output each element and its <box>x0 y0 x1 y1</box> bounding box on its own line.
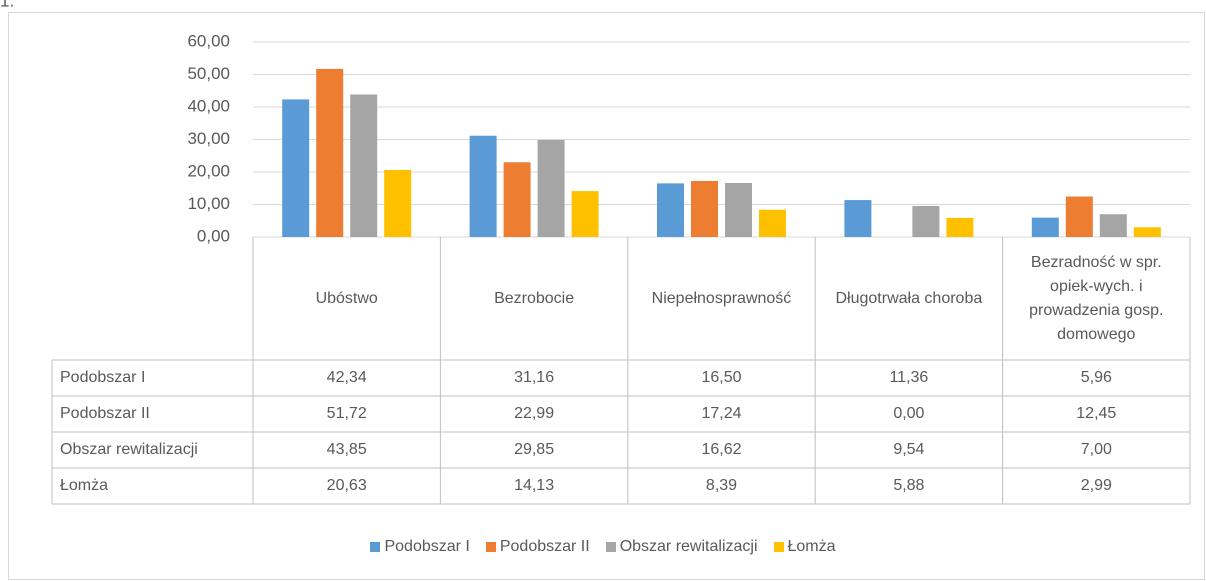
bar <box>1065 196 1093 237</box>
row-header: Obszar rewitalizacji <box>60 441 198 458</box>
bar <box>571 191 599 237</box>
bar <box>912 205 940 237</box>
category-label: Bezradność w spr. opiek-wych. i prowadze… <box>1029 253 1164 343</box>
bar <box>282 99 310 238</box>
page-label: 1. <box>0 0 14 10</box>
table-value: 16,62 <box>701 441 742 458</box>
bar <box>657 183 684 237</box>
bar <box>691 180 718 237</box>
table-value: 43,85 <box>326 441 367 458</box>
legend-label: Łomża <box>787 538 836 555</box>
legend-swatch <box>370 542 381 552</box>
category-label: Długotrwała choroba <box>835 289 983 307</box>
legend-item: Podobszar II <box>485 538 590 556</box>
legend-swatch <box>485 542 496 552</box>
table-value: 42,34 <box>326 369 367 386</box>
bar <box>1031 217 1059 237</box>
table-value: 17,24 <box>701 405 742 422</box>
category-label: Niepełnosprawność <box>651 289 792 307</box>
table-value: 20,63 <box>326 477 367 494</box>
bar <box>1133 227 1161 237</box>
y-tick-label: 0,00 <box>197 226 230 245</box>
bar <box>537 139 565 237</box>
table-value: 14,13 <box>514 477 555 494</box>
table-value: 11,36 <box>889 369 929 386</box>
table-value: 2,99 <box>1080 477 1112 494</box>
row-header: Podobszar II <box>60 405 150 422</box>
legend-label: Podobszar II <box>499 538 590 555</box>
chart-border <box>8 12 1205 580</box>
table-value: 9,54 <box>893 441 925 458</box>
table-value: 29,85 <box>514 441 555 458</box>
bar <box>759 209 786 237</box>
table-value: 22,99 <box>514 405 555 422</box>
bar <box>844 200 872 237</box>
legend-item: Łomża <box>773 538 836 556</box>
bar <box>1099 214 1127 237</box>
legend-swatch <box>605 542 616 552</box>
bar <box>469 135 497 237</box>
y-tick-label: 50,00 <box>187 64 230 83</box>
y-tick-label: 40,00 <box>187 96 230 115</box>
bar <box>946 217 974 237</box>
bar <box>725 182 752 237</box>
legend-label: Podobszar I <box>384 538 470 555</box>
bar <box>384 169 412 237</box>
table-value: 5,88 <box>893 477 925 494</box>
table-value: 5,96 <box>1080 369 1112 386</box>
table-value: 31,16 <box>514 369 555 386</box>
table-value: 0,00 <box>893 405 925 422</box>
row-header: Podobszar I <box>60 369 146 386</box>
bar <box>503 162 531 237</box>
table-value: 12,45 <box>1076 405 1117 422</box>
legend-swatch <box>773 542 784 552</box>
category-label: Bezrobocie <box>494 289 575 307</box>
row-header: Łomża <box>60 477 109 494</box>
y-tick-label: 60,00 <box>187 31 230 50</box>
y-tick-label: 10,00 <box>187 194 230 213</box>
legend-item: Obszar rewitalizacji <box>605 538 758 556</box>
table-value: 8,39 <box>705 477 738 494</box>
legend-item: Podobszar I <box>370 538 470 556</box>
y-tick-label: 30,00 <box>187 129 230 148</box>
legend-label: Obszar rewitalizacji <box>619 538 758 555</box>
table-value: 7,00 <box>1080 441 1112 458</box>
y-tick-label: 20,00 <box>187 161 230 180</box>
legend: Podobszar I Podobszar II Obszar rewitaliza… <box>0 538 1206 556</box>
bar <box>350 94 378 237</box>
bar <box>316 68 344 237</box>
table-value: 51,72 <box>326 405 367 422</box>
table-value: 16,50 <box>701 369 742 386</box>
category-label: Ubóstwo <box>315 289 378 307</box>
